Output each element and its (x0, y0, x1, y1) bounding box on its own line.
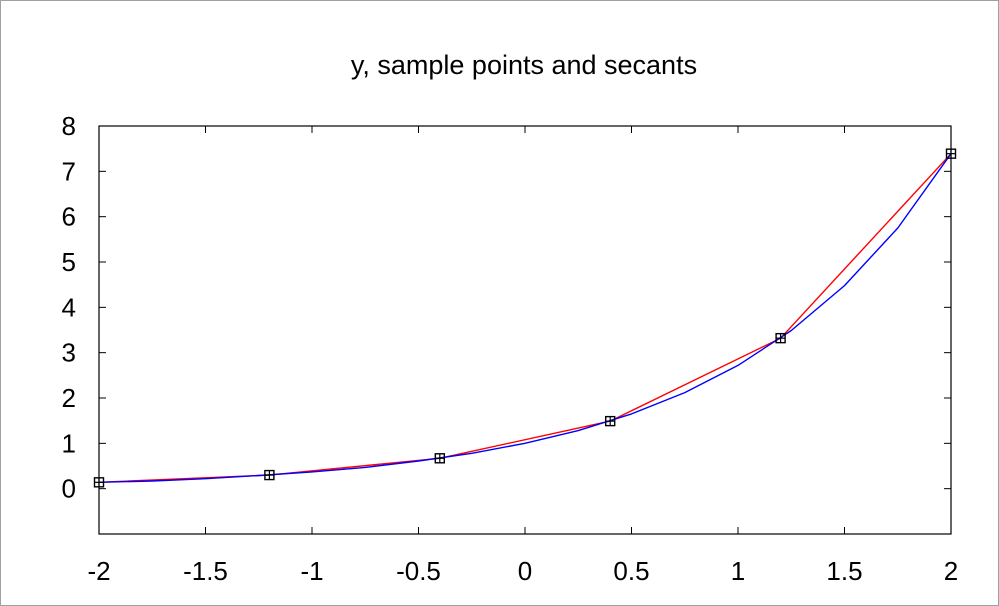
sample-point-marker (264, 469, 275, 481)
x-tick-label: 2 (944, 556, 958, 586)
sample-point-marker (945, 148, 957, 159)
y-tick-label: 0 (62, 474, 76, 504)
plot-area (98, 125, 952, 535)
y-tick-label: 5 (62, 247, 76, 277)
y-tick-label: 8 (62, 111, 76, 141)
x-tick-label: 1 (731, 556, 745, 586)
x-axis: -2 -1.5 -1 -0.5 0 0.5 1 1.5 2 (87, 126, 958, 586)
y-tick-label: 4 (62, 292, 76, 322)
x-tick-label: -1.5 (183, 556, 228, 586)
y-tick-label: 2 (62, 383, 76, 413)
x-tick-label: -2 (87, 556, 110, 586)
y-tick-label: 1 (62, 428, 76, 458)
x-tick-label: 1.5 (826, 556, 862, 586)
y-tick-label: 7 (62, 156, 76, 186)
series-layer (98, 153, 952, 483)
x-tick-label: -1 (300, 556, 323, 586)
x-tick-label: 0.5 (613, 556, 649, 586)
secant-line (98, 153, 952, 483)
y-tick-label: 3 (62, 338, 76, 368)
sample-point-marker (775, 332, 786, 344)
curve-line (98, 153, 952, 483)
marker-layer (93, 148, 957, 488)
sample-point-marker (93, 477, 105, 488)
y-axis: 0 1 2 3 4 5 6 7 8 (62, 111, 951, 504)
x-tick-label: 0 (518, 556, 532, 586)
x-tick-label: -0.5 (396, 556, 441, 586)
chart-title: y, sample points and secants (351, 50, 697, 80)
sample-point-marker (434, 453, 445, 464)
sample-point-marker (605, 415, 616, 427)
y-tick-label: 6 (62, 202, 76, 232)
